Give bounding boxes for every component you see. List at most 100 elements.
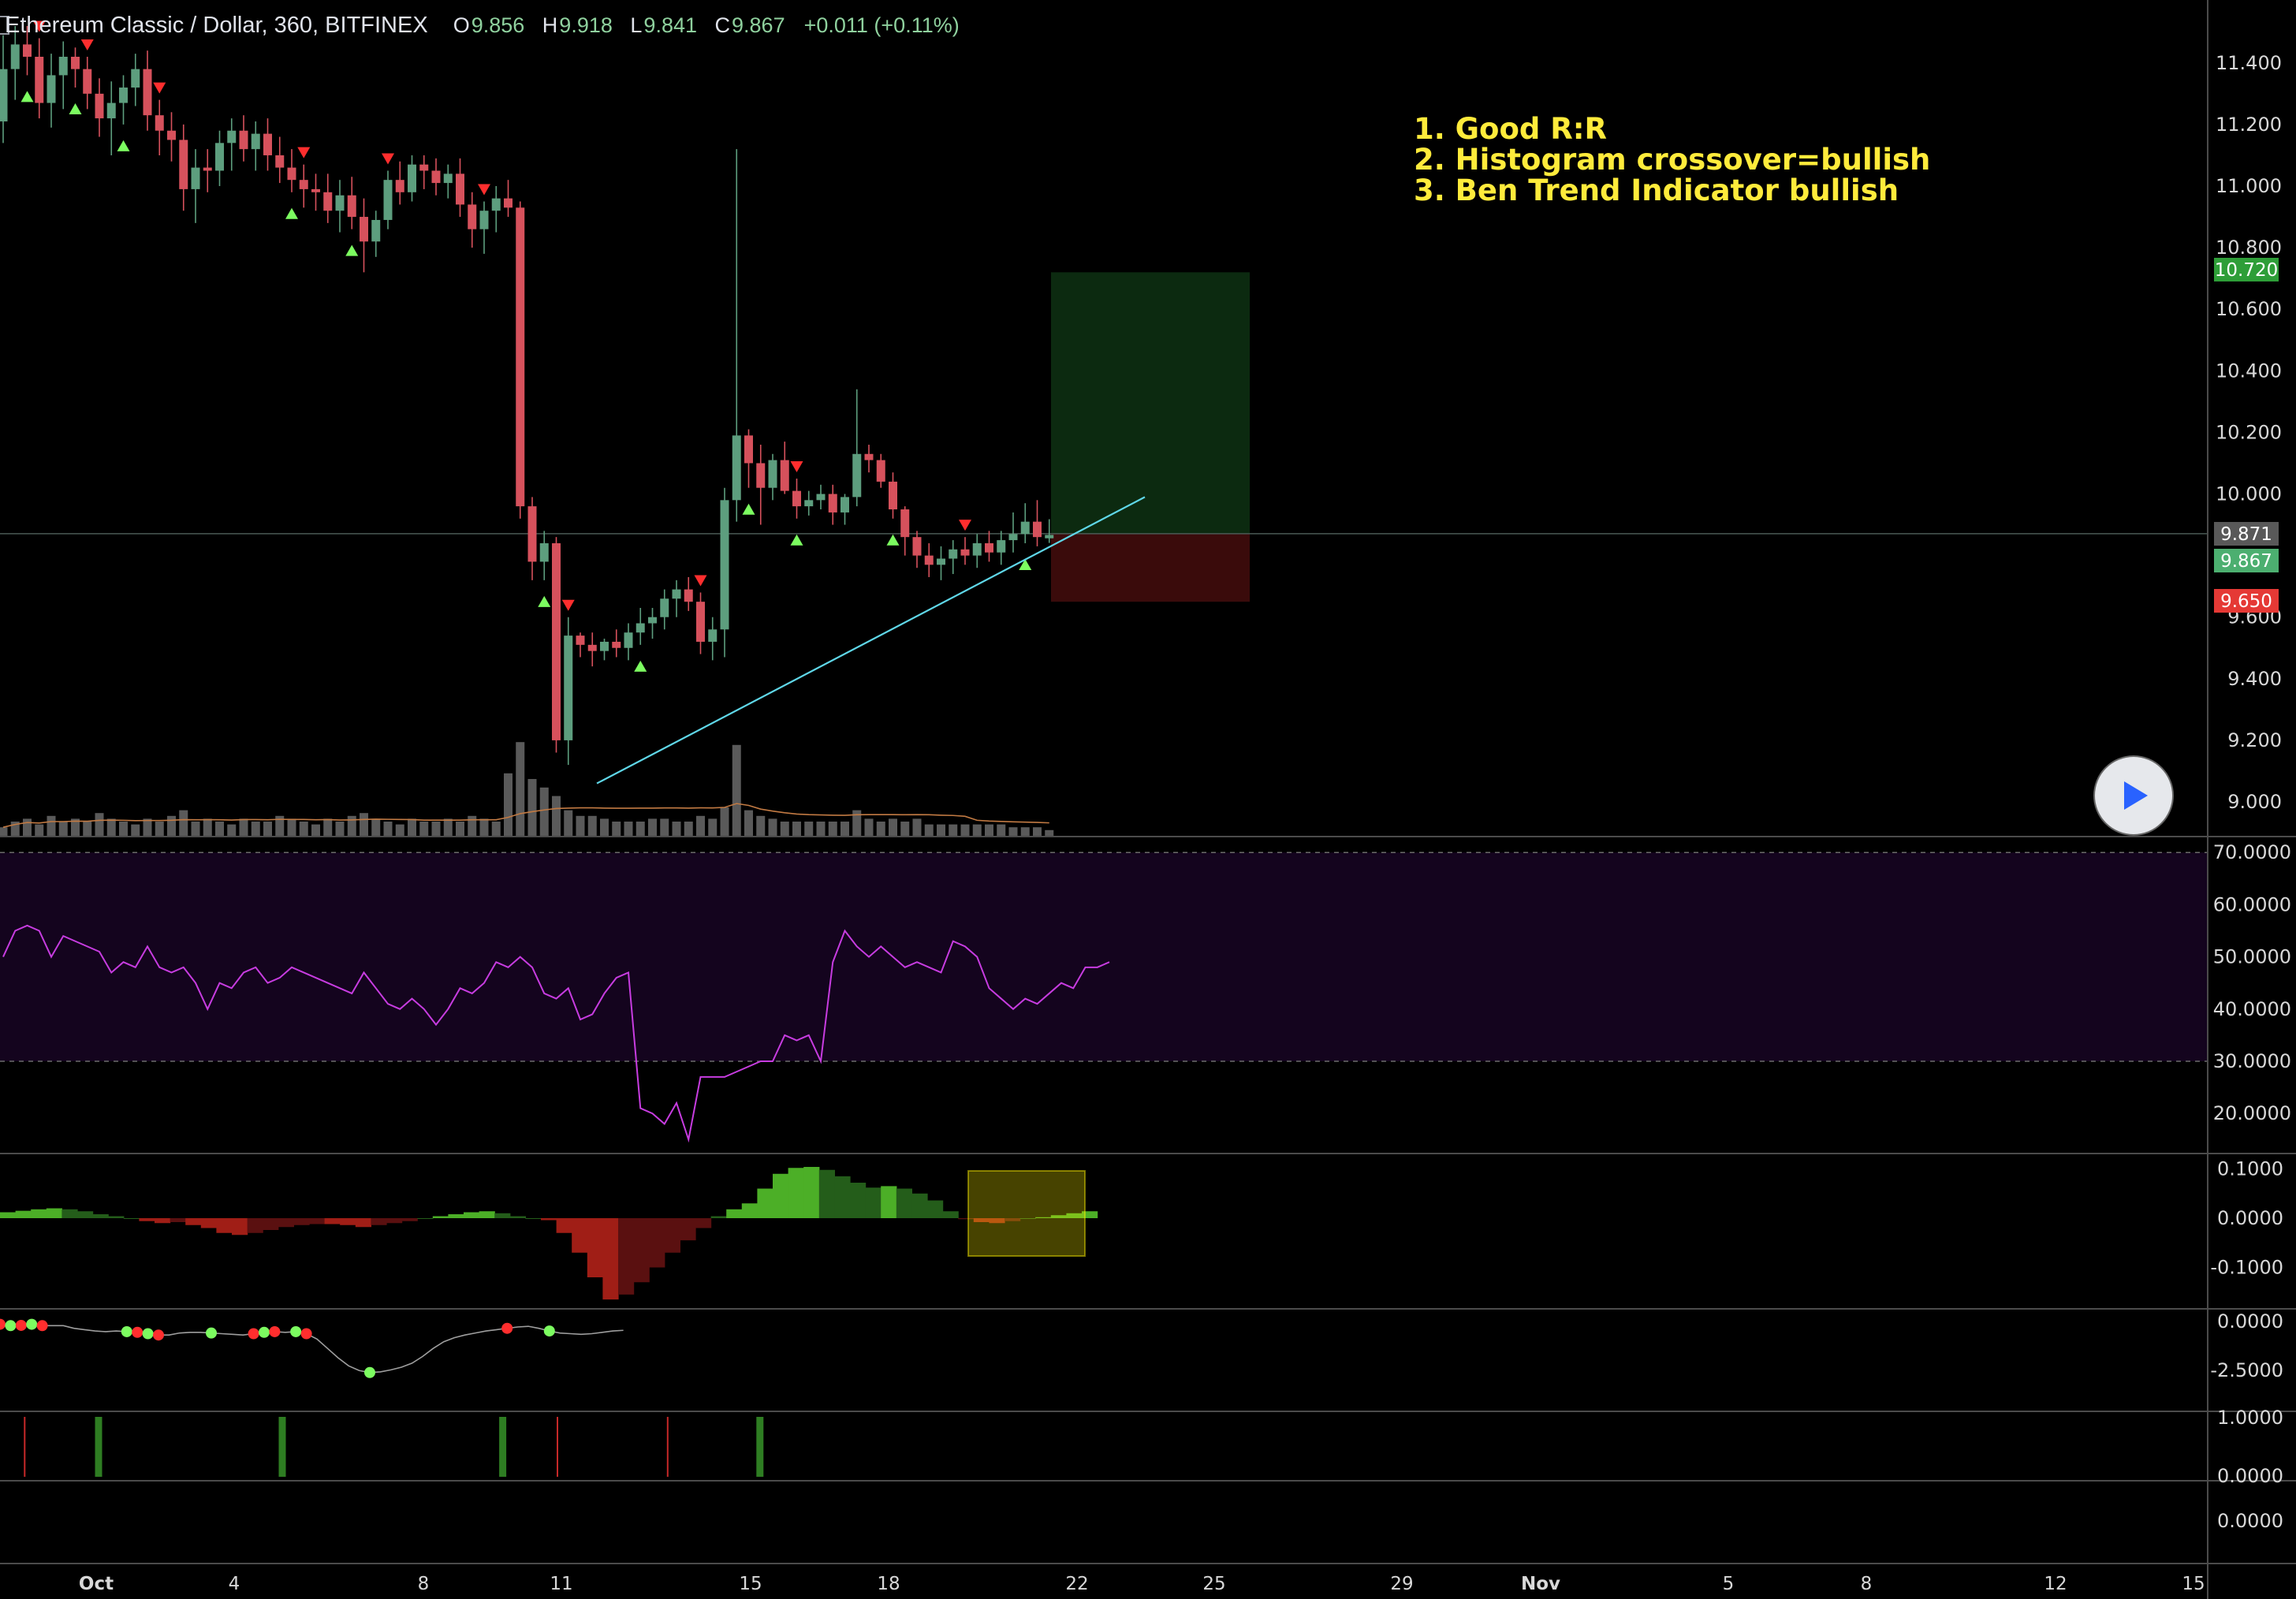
ben-trend-pane[interactable] xyxy=(0,1318,624,1378)
annotation-notes[interactable]: 1. Good R:R 2. Histogram crossover=bulli… xyxy=(1414,114,1930,206)
histogram-pane[interactable] xyxy=(0,1167,1098,1300)
candle-body xyxy=(443,173,453,184)
histogram-bar xyxy=(170,1218,186,1222)
volume-bar xyxy=(299,822,308,836)
rsi-tick-label: 50.0000 xyxy=(2213,946,2291,968)
histogram-tick-label: -0.1000 xyxy=(2210,1257,2283,1279)
histogram-bar xyxy=(818,1169,835,1218)
histogram-bar xyxy=(726,1209,743,1218)
bullish-signal-bar xyxy=(756,1417,764,1477)
candle-body xyxy=(431,170,441,184)
candle-body xyxy=(35,56,44,103)
candle-body xyxy=(720,500,729,630)
histogram-bar xyxy=(432,1216,449,1218)
volume-bar xyxy=(347,815,356,836)
volume-bar xyxy=(119,822,128,836)
candle-body xyxy=(780,460,789,491)
histogram-bar xyxy=(371,1218,387,1225)
volume-bar xyxy=(335,822,345,836)
candle-body xyxy=(1045,535,1054,539)
volume-bar xyxy=(600,818,609,836)
volume-bar xyxy=(889,818,897,836)
signal-pane[interactable] xyxy=(24,1417,764,1477)
candle-body xyxy=(71,56,80,69)
histogram-bar xyxy=(942,1211,959,1218)
volume-bar xyxy=(552,796,561,836)
time-tick-label: 15 xyxy=(2182,1574,2205,1594)
histogram-bar xyxy=(865,1187,882,1218)
histogram-bar xyxy=(973,1218,990,1222)
histogram-bar xyxy=(216,1218,233,1233)
rsi-line xyxy=(2,924,1110,1143)
candle-body xyxy=(479,211,489,229)
bearish-dot xyxy=(248,1328,259,1340)
histogram-bar xyxy=(155,1218,171,1224)
volume-bar xyxy=(840,822,849,836)
time-tick-label: 8 xyxy=(418,1574,430,1594)
collapse-icon[interactable] xyxy=(0,16,9,35)
volume-bar xyxy=(360,813,368,836)
volume-bar xyxy=(143,818,152,836)
rsi-pane[interactable] xyxy=(0,852,2208,1143)
symbol-title[interactable]: Ethereum Classic / Dollar, 360, BITFINEX xyxy=(5,12,428,38)
volume-bar xyxy=(684,822,693,836)
volume-bar xyxy=(443,818,453,836)
histogram-bar xyxy=(896,1188,912,1218)
time-tick-label: 8 xyxy=(1861,1574,1873,1594)
volume-bar xyxy=(708,818,718,836)
play-button[interactable] xyxy=(2095,757,2172,834)
histogram-bar xyxy=(0,1212,17,1218)
candle-body xyxy=(997,540,1006,553)
bearish-dot xyxy=(132,1326,144,1338)
candle-body xyxy=(900,509,910,538)
volume-bar xyxy=(419,822,429,836)
histogram-bar xyxy=(355,1218,371,1228)
volume-bar xyxy=(732,744,741,836)
price-pane[interactable] xyxy=(0,20,2208,836)
volume-bar xyxy=(47,815,56,836)
candle-body xyxy=(419,164,429,171)
histogram-bar xyxy=(587,1218,603,1277)
y-axis[interactable]: 11.400 11.200 11.000 10.800 10.600 10.400 10.2… xyxy=(2210,52,2291,1532)
candle-body xyxy=(299,180,308,189)
volume-bar xyxy=(203,818,212,836)
candle-body xyxy=(468,204,477,229)
candle-body xyxy=(0,69,8,121)
bullish-dot xyxy=(5,1320,17,1332)
histogram-bar xyxy=(989,1218,1005,1224)
volume-bar xyxy=(780,822,789,836)
bullish-dot xyxy=(259,1326,270,1338)
buy-triangle-icon xyxy=(790,534,803,546)
bearish-dot xyxy=(15,1319,27,1331)
time-tick-label: 29 xyxy=(1390,1574,1413,1594)
histogram-bar xyxy=(340,1218,356,1225)
signal-tick-label: 1.0000 xyxy=(2217,1407,2283,1429)
histogram-bar xyxy=(757,1188,773,1218)
volume-bar xyxy=(792,822,801,836)
target-price-label: 10.720 xyxy=(2215,260,2278,281)
time-tick-label: 12 xyxy=(2044,1574,2067,1594)
ben-trend-line xyxy=(0,1323,624,1374)
candle-body xyxy=(371,219,381,242)
candle-body xyxy=(227,130,237,144)
price-tick-label: 10.200 xyxy=(2216,421,2282,443)
histogram-bar xyxy=(232,1218,248,1236)
time-tick-label: 18 xyxy=(877,1574,900,1594)
bullish-dot xyxy=(206,1327,217,1339)
candle-body xyxy=(10,44,20,69)
buy-triangle-icon xyxy=(742,503,755,515)
volume-bar xyxy=(58,822,68,836)
volume-bar xyxy=(215,822,224,836)
candle-body xyxy=(395,180,404,192)
volume-bar xyxy=(900,822,910,836)
volume-bar xyxy=(106,818,116,836)
histogram-bar xyxy=(680,1218,696,1241)
x-axis[interactable]: Oct 4 8 11 15 18 22 25 29 Nov 5 8 12 15 xyxy=(79,1574,2205,1594)
histogram-bar xyxy=(664,1218,680,1253)
candle-body xyxy=(660,598,669,617)
symbol-legend: Ethereum Classic / Dollar, 360, BITFINEX… xyxy=(5,11,960,39)
histogram-bar xyxy=(77,1211,94,1218)
note-line-2: 2. Histogram crossover=bullish xyxy=(1414,143,1931,177)
